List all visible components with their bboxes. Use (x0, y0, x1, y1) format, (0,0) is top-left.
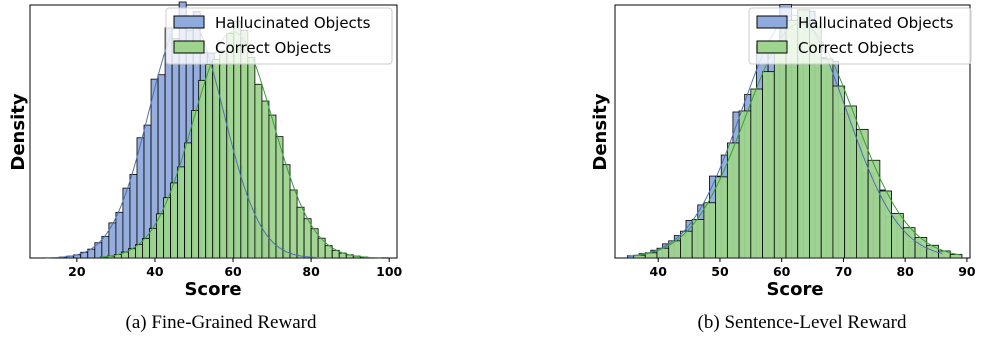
correct-bar (891, 213, 904, 259)
correct-bar (879, 190, 892, 259)
chart-panel-b: 40 50 60 70 80 90 Score Density Hallucinated … (590, 4, 976, 333)
legend-label-correct-a: Correct Objects (215, 39, 331, 57)
correct-bar (170, 182, 178, 259)
correct-bar (142, 238, 150, 259)
correct-bar (668, 240, 681, 259)
correct-bar (844, 105, 857, 259)
legend-label-correct-b: Correct Objects (798, 39, 914, 57)
correct-bar (240, 30, 249, 259)
correct-bar (856, 128, 869, 259)
correct-bar (738, 110, 752, 259)
correct-bar (820, 58, 834, 259)
caption-b: (b) Sentence-Level Reward (698, 312, 907, 333)
correct-bar (212, 59, 221, 259)
x-tick-label: 40 (650, 264, 668, 279)
correct-bar (289, 189, 298, 259)
bars-group-a (45, 1, 389, 259)
correct-bar (268, 114, 277, 259)
x-tick-label: 70 (835, 264, 853, 279)
caption-a: (a) Fine-Grained Reward (126, 312, 317, 333)
legend-box-b (748, 7, 972, 65)
correct-bar (149, 227, 157, 259)
legend-swatch-hallucinated-b (756, 15, 788, 29)
correct-bar (205, 64, 214, 259)
x-tick-label: 20 (68, 264, 86, 279)
legend-b: Hallucinated Objects Correct Objects (748, 7, 972, 65)
legend-swatch-correct-b (756, 40, 788, 54)
x-tick-label: 80 (302, 264, 320, 279)
y-axis-label-a: Density (8, 93, 29, 170)
x-tick-label: 80 (896, 264, 914, 279)
correct-bar (296, 206, 305, 259)
x-axis-label-b: Score (766, 279, 823, 300)
correct-bar (762, 71, 775, 259)
correct-bar (254, 83, 263, 259)
x-tick-label: 100 (376, 264, 402, 279)
legend-swatch-correct-a (173, 40, 205, 54)
correct-bar (219, 50, 228, 259)
legend-swatch-hallucinated-a (173, 15, 205, 29)
hallucinated-bar (101, 235, 110, 259)
correct-bar (726, 142, 740, 259)
correct-bar (282, 164, 291, 259)
correct-bar (832, 85, 846, 259)
correct-bar (303, 218, 312, 259)
correct-bar (184, 142, 193, 259)
correct-bar (773, 47, 787, 259)
x-axis-label-a: Score (184, 279, 241, 300)
chart-panel-a: 20 40 60 80 100 Score Density Hallucinated O… (8, 1, 403, 333)
correct-bar (750, 88, 763, 259)
x-ticks-a: 20 40 60 80 100 (68, 258, 403, 279)
correct-bar (247, 57, 256, 259)
correct-bar (703, 202, 717, 259)
correct-bar (261, 100, 270, 259)
x-tick-label: 60 (773, 264, 791, 279)
correct-bar (715, 176, 728, 259)
legend-box-a (165, 7, 393, 65)
legend-label-hallucinated-b: Hallucinated Objects (798, 14, 954, 32)
x-tick-label: 40 (146, 264, 164, 279)
bars-group-b (626, 4, 963, 259)
correct-bar (275, 136, 284, 259)
y-axis-label-b: Density (590, 93, 611, 170)
x-tick-label: 50 (711, 264, 729, 279)
correct-bar (691, 219, 705, 259)
correct-bar (191, 110, 200, 259)
x-tick-label: 60 (224, 264, 242, 279)
correct-bar (177, 166, 186, 259)
legend-label-hallucinated-a: Hallucinated Objects (215, 14, 371, 32)
legend-a: Hallucinated Objects Correct Objects (165, 7, 393, 65)
correct-bar (198, 79, 207, 259)
x-ticks-b: 40 50 60 70 80 90 (650, 258, 976, 279)
hallucinated-bar (115, 211, 124, 259)
x-tick-label: 90 (958, 264, 976, 279)
